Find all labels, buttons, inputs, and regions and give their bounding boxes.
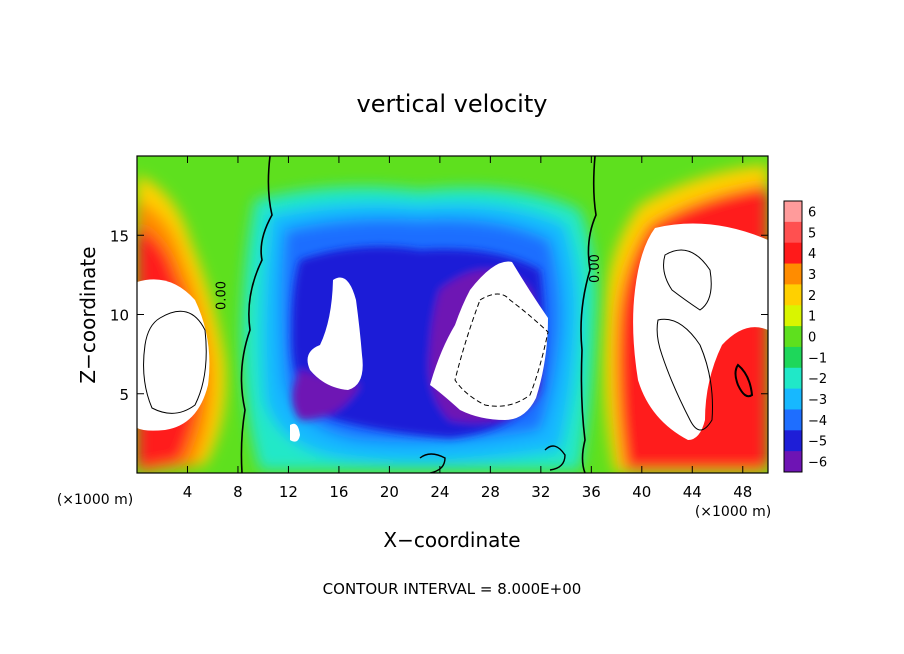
colorbar-swatch [784, 430, 802, 452]
left-core [137, 279, 210, 431]
x-tick-label: 44 [683, 483, 702, 501]
colorbar-label: 4 [808, 247, 816, 262]
colorbar-label: −5 [808, 435, 827, 450]
colorbar-swatch [784, 305, 802, 327]
colorbar-label: 1 [808, 310, 816, 325]
x-tick-label: 12 [279, 483, 298, 501]
x-tick-label: 28 [481, 483, 500, 501]
colorbar-label: 6 [808, 205, 816, 220]
colorbar-label: −3 [808, 393, 827, 408]
plot-field [137, 156, 768, 473]
colorbar-swatch [784, 201, 802, 223]
colorbar-swatch [784, 346, 802, 369]
chart-title: vertical velocity [357, 90, 548, 118]
x-tick-label: 16 [329, 483, 348, 501]
x-tick-label: 20 [380, 483, 399, 501]
x-axis: 4 8 12 16 20 24 28 32 36 40 44 48 [183, 156, 752, 501]
y-tick-label: 15 [110, 227, 129, 245]
colorbar-label: −1 [808, 351, 827, 366]
x-tick-label: 24 [430, 483, 449, 501]
x-unit-right: (×1000 m) [695, 504, 771, 520]
colorbar-label: −4 [808, 414, 827, 429]
colorbar-label: 5 [808, 226, 816, 241]
y-axis: 5 10 15 [110, 227, 768, 404]
colorbar-swatch [784, 409, 802, 431]
x-axis-label: X−coordinate [383, 528, 520, 552]
right-core [633, 223, 768, 440]
colorbar-label: 2 [808, 289, 816, 304]
downdraft-core-left [307, 277, 363, 390]
x-tick-label: 40 [632, 483, 651, 501]
y-axis-label: Z−coordinate [76, 246, 100, 383]
colorbar-swatch [784, 242, 802, 265]
colorbar-swatch [784, 263, 802, 285]
y-tick-label: 10 [110, 307, 129, 325]
x-unit-left: (×1000 m) [57, 492, 133, 508]
colorbar-label: 0 [808, 331, 816, 346]
colorbar-label: 3 [808, 268, 816, 283]
footer-text: CONTOUR INTERVAL = 8.000E+00 [323, 580, 582, 598]
x-tick-label: 32 [531, 483, 550, 501]
x-tick-label: 4 [183, 483, 193, 501]
colorbar-swatch [784, 367, 802, 390]
downdraft-core-right [430, 261, 548, 420]
x-tick-label: 36 [582, 483, 601, 501]
contour-label: 0.00 [214, 281, 229, 310]
colorbar-swatch [784, 221, 802, 244]
colorbar-label: −2 [808, 372, 827, 387]
colorbar-frame [783, 200, 803, 473]
colorbar: 6 5 4 3 2 1 0 −1 −2 −3 −4 −5 −6 [783, 200, 827, 473]
colorbar-label: −6 [808, 456, 827, 471]
colorbar-swatch [784, 388, 802, 410]
x-tick-label: 8 [233, 483, 243, 501]
colorbar-swatch [784, 326, 802, 348]
x-tick-label: 48 [733, 483, 752, 501]
contour-label: 0.00 [588, 254, 603, 283]
colorbar-swatch [784, 451, 802, 473]
y-tick-label: 5 [119, 386, 129, 404]
colorbar-swatch [784, 284, 802, 306]
contours [143, 156, 754, 473]
